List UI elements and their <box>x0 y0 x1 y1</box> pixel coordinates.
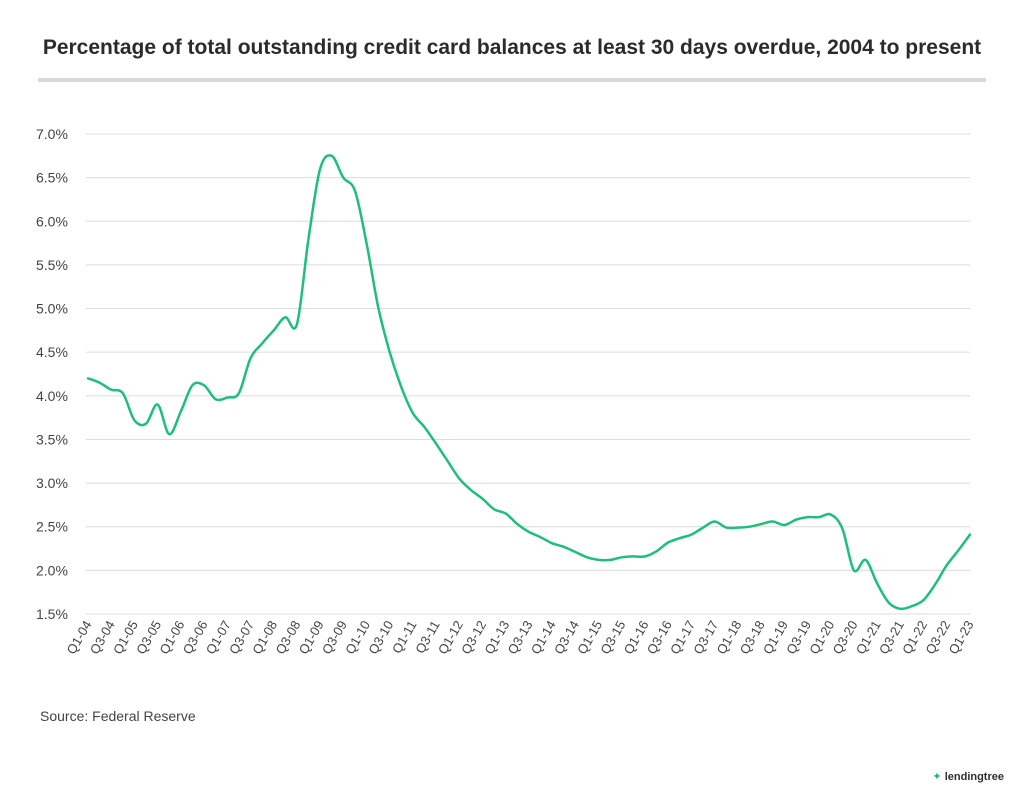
y-tick-label: 3.0% <box>36 475 68 491</box>
y-tick-label: 4.0% <box>36 388 68 404</box>
y-tick-label: 5.0% <box>36 301 68 317</box>
y-tick-label: 1.5% <box>36 606 68 622</box>
y-tick-label: 2.0% <box>36 562 68 578</box>
y-tick-label: 2.5% <box>36 519 68 535</box>
brand-text: lendingtree <box>944 771 1004 783</box>
y-tick-label: 5.5% <box>36 257 68 273</box>
y-tick-label: 6.0% <box>36 213 68 229</box>
lendingtree-logo: ✦ lendingtree <box>932 770 1004 783</box>
source-note: Source: Federal Reserve <box>40 708 196 724</box>
y-tick-label: 4.5% <box>36 344 68 360</box>
line-chart: 7.0% 6.5% 6.0% 5.5% 5.0% 4.5% 4.0% 3.5% 3.0% 2.5%… <box>36 126 977 657</box>
chart-title: Percentage of total outstanding credit c… <box>42 36 982 59</box>
leaf-icon: ✦ <box>932 771 942 783</box>
y-tick-label: 6.5% <box>36 170 68 186</box>
y-tick-label: 7.0% <box>36 126 68 142</box>
title-divider <box>38 78 986 82</box>
series-line <box>86 154 972 611</box>
y-tick-label: 3.5% <box>36 431 68 447</box>
